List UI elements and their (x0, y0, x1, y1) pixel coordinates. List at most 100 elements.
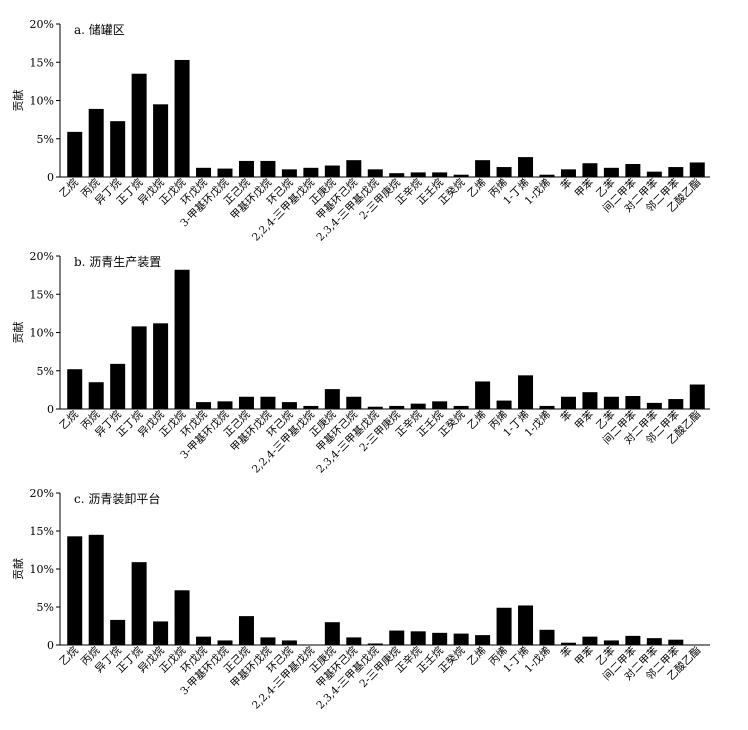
bar (646, 402, 662, 409)
bar (389, 630, 405, 645)
bar (196, 167, 212, 177)
bar (367, 406, 383, 409)
bar (582, 636, 598, 645)
bar (260, 637, 276, 645)
x-tick-label: 乙烯 (465, 644, 489, 668)
chart-panel-2: 05%10%15%20%贡献b. 沥青生产装置乙烷丙烷异丁烷正丁烷异戊烷正戊烷环… (11, 250, 710, 476)
bar (518, 605, 534, 645)
bar (646, 638, 662, 645)
bar (410, 172, 426, 177)
bar (496, 400, 512, 409)
x-tick-label: 乙烷 (57, 644, 81, 668)
bar (668, 399, 684, 409)
y-axis-label: 贡献 (11, 558, 25, 580)
bar (67, 369, 83, 409)
bar (625, 163, 641, 177)
bar (432, 401, 448, 409)
bar (303, 405, 319, 409)
bar (539, 174, 555, 177)
bar (496, 607, 512, 645)
bar (625, 395, 641, 409)
x-tick-label: 乙烯 (465, 176, 489, 200)
bar (346, 637, 362, 645)
bar (174, 269, 190, 409)
x-tick-label: 乙烯 (465, 408, 489, 432)
x-tick-label: 乙烷 (57, 176, 81, 200)
panel-title: a. 储罐区 (74, 22, 125, 37)
y-tick-label: 20% (30, 18, 54, 31)
bar (582, 163, 598, 177)
bar (560, 396, 576, 409)
chart-panel-1: 05%10%15%20%贡献a. 储罐区乙烷丙烷异丁烷正丁烷异戊烷正戊烷环戊烷3… (11, 18, 710, 244)
y-tick-label: 20% (30, 250, 54, 263)
x-tick-label: 苯 (558, 408, 575, 425)
x-tick-label: 乙烷 (57, 408, 81, 432)
bar (539, 629, 555, 645)
y-tick-label: 10% (30, 95, 54, 108)
bar (88, 534, 104, 645)
bar (281, 169, 297, 177)
bar (238, 616, 254, 645)
bar (496, 167, 512, 177)
bar (625, 635, 641, 645)
bar (67, 131, 83, 177)
bar (367, 643, 383, 645)
bar (196, 636, 212, 645)
bar (453, 633, 469, 645)
x-tick-label: 苯 (558, 176, 575, 193)
panel-title: c. 沥青装卸平台 (74, 491, 160, 506)
bar (410, 631, 426, 645)
bar (475, 160, 491, 177)
bar (346, 160, 362, 177)
bar (668, 639, 684, 645)
bar (303, 167, 319, 177)
bar (410, 403, 426, 409)
bar (475, 381, 491, 409)
bar (475, 635, 491, 645)
y-tick-label: 0 (47, 171, 54, 184)
bar (174, 590, 190, 645)
bar (153, 621, 169, 645)
bar (389, 173, 405, 177)
bar (110, 121, 126, 177)
y-tick-label: 15% (30, 56, 54, 69)
bar (582, 392, 598, 409)
bar (153, 104, 169, 177)
bar (238, 396, 254, 409)
bar (67, 536, 83, 645)
y-axis-label: 贡献 (11, 90, 25, 112)
chart-panel-3: 05%10%15%20%贡献c. 沥青装卸平台乙烷丙烷异丁烷正丁烷异戊烷正戊烷环… (11, 487, 710, 712)
bar (603, 640, 619, 645)
bar (539, 405, 555, 409)
y-tick-label: 20% (30, 487, 54, 500)
bar (281, 402, 297, 409)
bar (646, 171, 662, 177)
bar (668, 167, 684, 177)
bar (518, 375, 534, 409)
x-tick-label: 苯 (558, 644, 575, 661)
x-tick-label: 甲苯 (572, 408, 596, 432)
bar (217, 168, 233, 177)
bar (324, 389, 340, 409)
bar (217, 401, 233, 409)
bar (110, 619, 126, 645)
y-tick-label: 15% (30, 288, 54, 301)
bar (131, 326, 147, 409)
bar (603, 167, 619, 177)
bar (324, 165, 340, 177)
y-tick-label: 0 (47, 639, 54, 652)
bar (110, 363, 126, 409)
x-tick-label: 甲苯 (572, 644, 596, 668)
y-axis-label: 贡献 (11, 322, 25, 344)
bar (689, 162, 705, 177)
bar (432, 632, 448, 645)
bar (238, 160, 254, 177)
bar (324, 622, 340, 645)
bar (174, 59, 190, 177)
bar (88, 382, 104, 409)
bar (131, 73, 147, 177)
bar (453, 405, 469, 409)
bar (432, 172, 448, 177)
bar (518, 157, 534, 177)
